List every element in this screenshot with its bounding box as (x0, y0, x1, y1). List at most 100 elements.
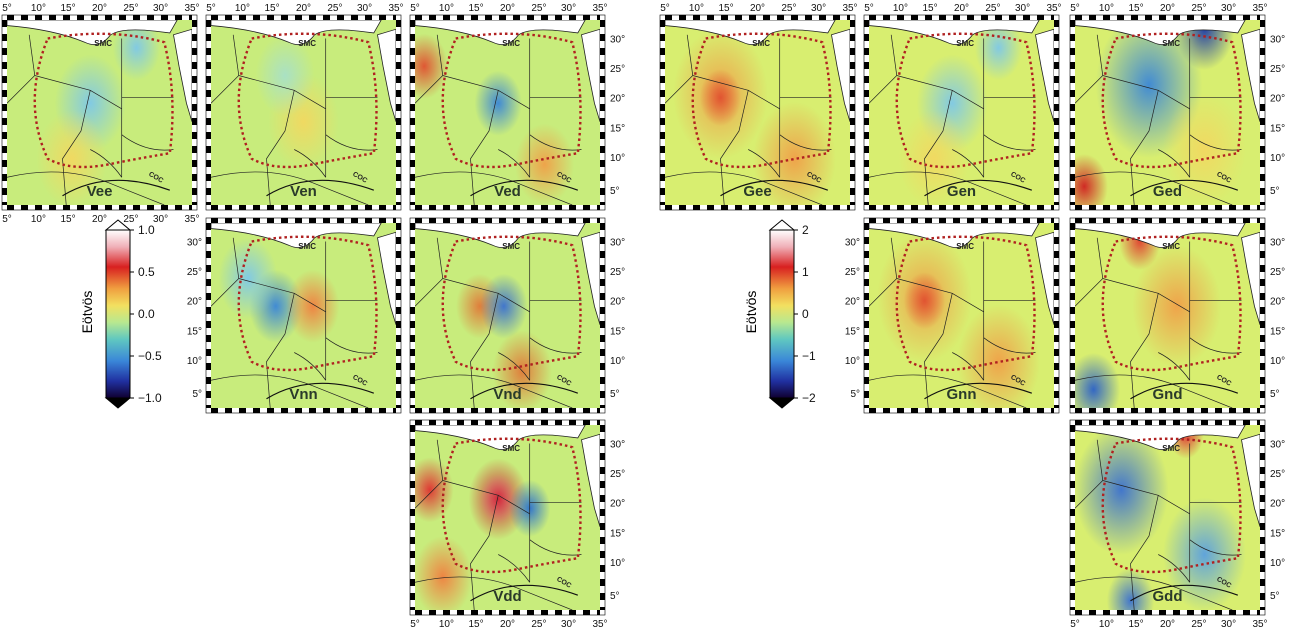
lat-tick-label: 20° (1270, 297, 1285, 308)
lat-tick-label: 5° (610, 186, 620, 197)
lat-tick-label: 10° (610, 356, 625, 367)
country-borders (415, 439, 582, 610)
coc-boundary (470, 179, 579, 197)
colorbar-tick-label: 0 (802, 307, 809, 321)
mediterranean-sea (665, 20, 836, 46)
panel-label: Gnd (1153, 386, 1183, 403)
anomaly-field (255, 34, 340, 171)
lon-tick-label: 5° (1070, 619, 1080, 630)
border-line (1158, 554, 1190, 583)
anomaly-blob (1075, 352, 1121, 408)
border-line (1189, 539, 1242, 556)
colorbar-bottom-arrow (768, 397, 796, 409)
red-sea (377, 28, 396, 122)
border-line (869, 374, 1027, 408)
map-frame (659, 14, 856, 211)
border-line (529, 539, 582, 556)
country-borders (1075, 439, 1242, 610)
country-borders (7, 34, 174, 205)
smc-label: SMC (956, 39, 974, 48)
craton-outline (895, 32, 1036, 169)
coc-boundary (924, 179, 1033, 197)
coc-boundary (1130, 382, 1239, 400)
lat-tick-label: 10° (610, 153, 625, 164)
anomaly-blob (699, 69, 742, 127)
lon-tick-label: 35° (592, 3, 607, 14)
country-borders (665, 34, 832, 205)
lon-tick-label: 5° (2, 214, 12, 225)
map-frame (1069, 217, 1266, 414)
panel-label: Gen (947, 183, 976, 200)
mediterranean-sea (211, 223, 382, 249)
lon-tick-label: 25° (1191, 619, 1206, 630)
border-line (779, 134, 832, 151)
lat-tick-label: 20° (845, 297, 860, 308)
border-line (7, 171, 165, 205)
colorbar-tick-label: −0.5 (138, 349, 162, 363)
colorbar-bottom-arrow (104, 397, 132, 409)
lon-tick-label: 30° (153, 3, 168, 14)
anomaly-blob (255, 34, 315, 117)
lon-tick-label: 15° (60, 3, 75, 14)
lat-tick-label: 10° (845, 356, 860, 367)
panel-label: Vee (87, 183, 113, 200)
red-sea (377, 231, 396, 325)
lat-tick-label: 10° (1270, 558, 1285, 569)
border-line (470, 90, 499, 205)
mediterranean-sea (415, 20, 586, 46)
lon-tick-label: 10° (31, 214, 46, 225)
border-line (1189, 134, 1242, 151)
lat-tick-label: 30° (610, 35, 625, 46)
lon-tick-label: 20° (1160, 619, 1175, 630)
craton-outline (895, 235, 1036, 372)
border-line (498, 149, 530, 178)
red-sea (1241, 231, 1260, 325)
lon-tick-label: 30° (357, 3, 372, 14)
border-line (266, 90, 295, 205)
border-line (294, 352, 326, 381)
border-line (415, 374, 573, 408)
coc-boundary (720, 179, 829, 197)
lon-tick-label: 35° (1252, 619, 1267, 630)
anomaly-blob (1132, 245, 1222, 368)
lat-tick-label: 5° (1270, 591, 1280, 602)
lat-tick-label: 30° (1270, 440, 1285, 451)
smc-label: SMC (502, 39, 520, 48)
border-line (529, 134, 582, 151)
lat-tick-label: 25° (845, 267, 860, 278)
border-line (1130, 293, 1159, 408)
map-frame (1069, 419, 1266, 616)
lon-tick-label: 10° (235, 3, 250, 14)
border-line (983, 337, 1036, 354)
lon-tick-label: 15° (718, 3, 733, 14)
red-sea (1035, 28, 1054, 122)
lat-tick-label: 20° (187, 297, 202, 308)
border-line (720, 90, 749, 205)
lat-tick-label: 25° (610, 469, 625, 480)
map-frame (1, 14, 198, 211)
lat-tick-label: 20° (610, 297, 625, 308)
border-line (415, 171, 573, 205)
lat-tick-label: 25° (1270, 267, 1285, 278)
lat-tick-label: 15° (1270, 123, 1285, 134)
border-line (924, 293, 953, 408)
border-line (665, 171, 823, 205)
lat-tick-label: 20° (610, 94, 625, 105)
lon-tick-label: 20° (92, 214, 107, 225)
colorbar-tick-label: 1.0 (138, 223, 155, 237)
border-line (325, 134, 378, 151)
lon-tick-label: 30° (153, 214, 168, 225)
lon-tick-label: 20° (954, 3, 969, 14)
border-line (498, 352, 530, 381)
country-borders (211, 237, 378, 408)
panel-label: Ged (1153, 183, 1182, 200)
lon-tick-label: 20° (296, 3, 311, 14)
anomaly-blob (474, 70, 522, 136)
map-frame (409, 419, 606, 616)
smc-label: SMC (1162, 444, 1180, 453)
smc-label: SMC (752, 39, 770, 48)
border-line (211, 171, 369, 205)
